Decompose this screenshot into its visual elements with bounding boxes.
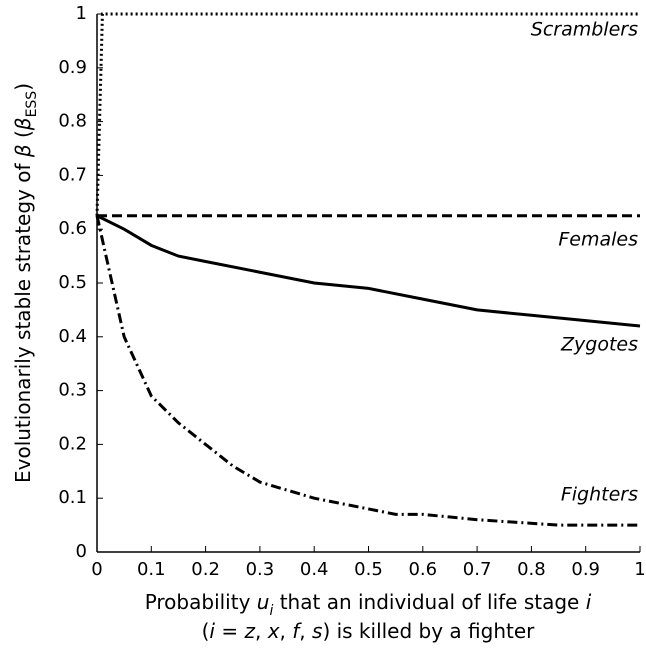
y-tick-label: 0.9 [58, 57, 87, 78]
label-part: z [243, 619, 255, 643]
x-tick-label: 0.1 [137, 559, 166, 580]
label-part: β [11, 117, 35, 131]
y-tick-label: 0.8 [58, 111, 87, 132]
series-line [95, 215, 640, 527]
annotation: Fighters [561, 484, 638, 506]
label-part: Probability [145, 590, 257, 614]
x-tick-label: 0.4 [300, 559, 329, 580]
y-tick-label: 0.2 [58, 433, 87, 454]
x-tick-label: 0.9 [571, 559, 600, 580]
y-tick-label: 0 [76, 541, 87, 562]
label-part: s [312, 619, 322, 643]
label-part: , [255, 619, 268, 643]
series-line [95, 12, 640, 216]
label-part: , [299, 619, 312, 643]
y-tick-label: 0.6 [58, 218, 87, 239]
x-tick-label: 0.8 [517, 559, 546, 580]
label-part: ( [202, 619, 210, 643]
label-part: , [280, 619, 293, 643]
axis-label: Evolutionarily stable strategy of β (βES… [11, 83, 41, 483]
y-tick-label: 0.3 [58, 380, 87, 401]
label-part: ) is killed by a fighter [322, 619, 535, 643]
axis-label: Probability ui that an individual of lif… [145, 590, 592, 620]
axis-label: (i = z, x, f, s) is killed by a fighter [202, 619, 536, 643]
label-part: ) [11, 83, 35, 91]
label-part: Evolutionarily stable strategy of [11, 157, 35, 483]
annotation: Females [558, 229, 638, 251]
label-part: ESS [24, 91, 40, 118]
label-part: β [11, 144, 35, 158]
x-tick-label: 0.7 [463, 559, 492, 580]
x-tick-label: 0 [91, 559, 102, 580]
x-tick-label: 0.2 [191, 559, 220, 580]
label-part: that an individual of life stage [273, 590, 585, 614]
y-tick-label: 0.4 [58, 326, 87, 347]
x-tick-label: 0.5 [354, 559, 383, 580]
x-tick-label: 0.6 [408, 559, 437, 580]
label-part: = [215, 619, 244, 643]
y-tick-label: 1 [76, 3, 87, 24]
label-part: i [209, 619, 215, 643]
x-tick-label: 1 [634, 559, 645, 580]
y-tick-label: 0.7 [58, 164, 87, 185]
y-tick-label: 0.5 [58, 272, 87, 293]
label-part: f [292, 619, 302, 643]
label-part: x [267, 619, 280, 643]
annotation: Zygotes [560, 334, 638, 356]
label-part: u [257, 590, 270, 614]
series-line [96, 214, 641, 328]
label-part: ( [11, 130, 35, 144]
label-part: i [586, 590, 592, 614]
annotation: Scramblers [531, 19, 638, 41]
x-tick-label: 0.3 [246, 559, 275, 580]
label-part: i [269, 603, 273, 619]
y-tick-label: 0.1 [58, 487, 87, 508]
